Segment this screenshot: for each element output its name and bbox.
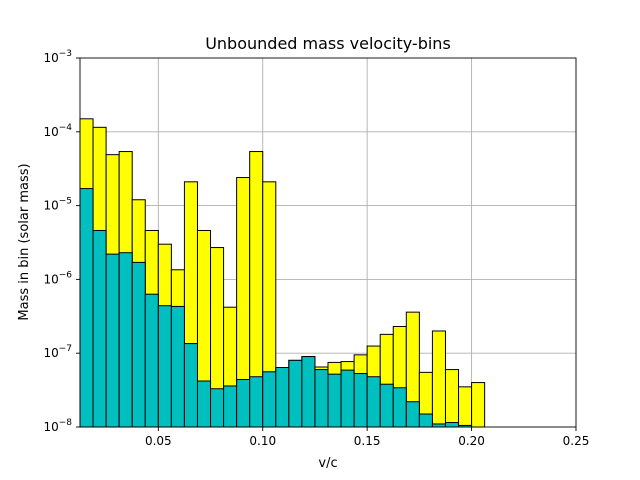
histogram-bar [105, 253, 120, 428]
y-tick-label: 10−4 [43, 123, 72, 139]
histogram-bar [144, 293, 159, 428]
x-axis-ticks: 0.05 0.10 0.15 0.20 0.25 [145, 427, 589, 448]
histogram-bar [196, 380, 212, 428]
x-tick-label: 0.10 [249, 434, 276, 448]
y-axis-ticks: 10−8 10−7 10−6 10−5 10−4 10−3 [43, 49, 80, 434]
histogram-bar [249, 376, 264, 428]
y-tick-label: 10−8 [43, 418, 72, 434]
histogram-bar [288, 359, 303, 428]
histogram-bar [471, 382, 486, 428]
x-tick-label: 0.25 [563, 434, 590, 448]
y-tick-label: 10−3 [43, 49, 72, 65]
y-axis-label: Mass in bin (solar mass) [17, 163, 32, 320]
x-tick-label: 0.20 [458, 434, 485, 448]
histogram-bar [275, 367, 290, 428]
x-tick-label: 0.05 [145, 434, 172, 448]
histogram-bar [131, 261, 146, 428]
histogram-bar [379, 383, 394, 428]
histogram-bar [327, 373, 342, 428]
histogram-bar [210, 388, 225, 428]
histogram-bar [301, 356, 316, 428]
histogram-bar [444, 422, 460, 428]
histogram-bar [444, 369, 460, 428]
histogram-bar [431, 330, 446, 428]
y-tick-label: 10−7 [43, 344, 72, 360]
plot-frame [79, 57, 577, 428]
histogram-bar [183, 343, 198, 428]
histogram-bar [366, 376, 381, 428]
histogram-bar [79, 188, 94, 428]
chart-title: Unbounded mass velocity-bins [205, 34, 451, 53]
histogram-bar [353, 373, 368, 428]
histogram-bar [157, 305, 172, 428]
histogram-bar [431, 423, 446, 428]
histogram-bar [458, 386, 473, 428]
histogram-bar [223, 385, 238, 428]
histogram-bar [118, 252, 133, 428]
x-axis-label: v/c [318, 456, 337, 471]
histogram-bar [262, 371, 277, 428]
y-tick-label: 10−6 [43, 270, 72, 286]
histogram-bar [92, 229, 107, 428]
histogram-bar [392, 387, 407, 428]
x-tick-label: 0.15 [354, 434, 381, 448]
histogram-bar [236, 379, 251, 428]
histogram-bar [170, 305, 185, 428]
histogram-bar [418, 413, 433, 428]
histogram-bar [314, 369, 329, 428]
histogram-bar [340, 369, 355, 428]
histogram-bar [405, 401, 420, 428]
y-tick-label: 10−5 [43, 197, 72, 213]
